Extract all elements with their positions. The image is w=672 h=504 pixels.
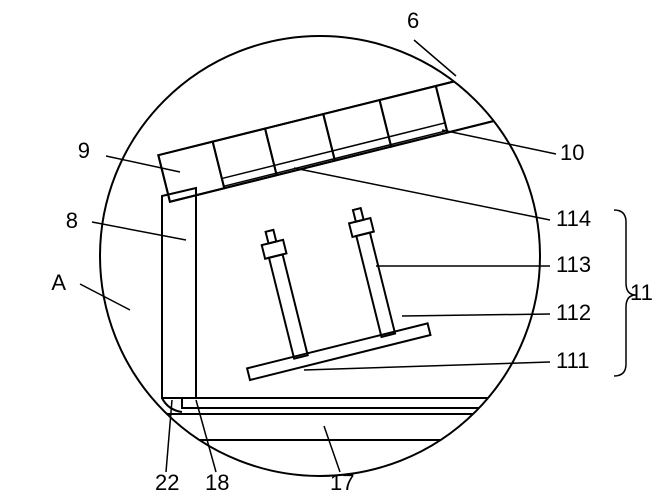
leader-10: [442, 130, 556, 154]
leader-114: [294, 168, 550, 220]
label-9: 9: [78, 138, 90, 163]
part-18: [182, 398, 520, 408]
label-A: A: [51, 270, 66, 295]
leader-6: [414, 40, 456, 76]
clipped-content: [155, 53, 540, 440]
leader-22: [166, 400, 172, 472]
label-18: 18: [205, 470, 229, 495]
label-11: 11: [630, 280, 653, 305]
label-111: 111: [556, 348, 589, 373]
part-112-right: [356, 233, 395, 337]
label-112: 112: [556, 300, 591, 325]
part-8: [162, 188, 196, 398]
leader-111: [304, 362, 550, 370]
leader-8: [92, 222, 186, 240]
label-22: 22: [155, 470, 179, 495]
part-111: [247, 323, 430, 380]
part-112-left: [269, 254, 308, 358]
label-114: 114: [556, 206, 591, 231]
leader-112: [402, 314, 550, 316]
label-6: 6: [407, 8, 419, 33]
leader-17: [324, 426, 340, 472]
assembly-11: [216, 199, 430, 380]
labels: 6 9 10 8 A 114 113 112 111 11 22 18 17: [51, 8, 653, 495]
label-113: 113: [556, 252, 591, 277]
detail-circle: [100, 36, 540, 476]
label-10: 10: [560, 140, 584, 165]
label-8: 8: [66, 208, 78, 233]
label-17: 17: [330, 470, 354, 495]
top-slab-group: [155, 53, 527, 202]
part-17: [160, 414, 540, 440]
part-6: [483, 53, 520, 93]
leader-18: [196, 400, 216, 472]
diagram-canvas: 6 9 10 8 A 114 113 112 111 11 22 18 17: [0, 0, 672, 504]
